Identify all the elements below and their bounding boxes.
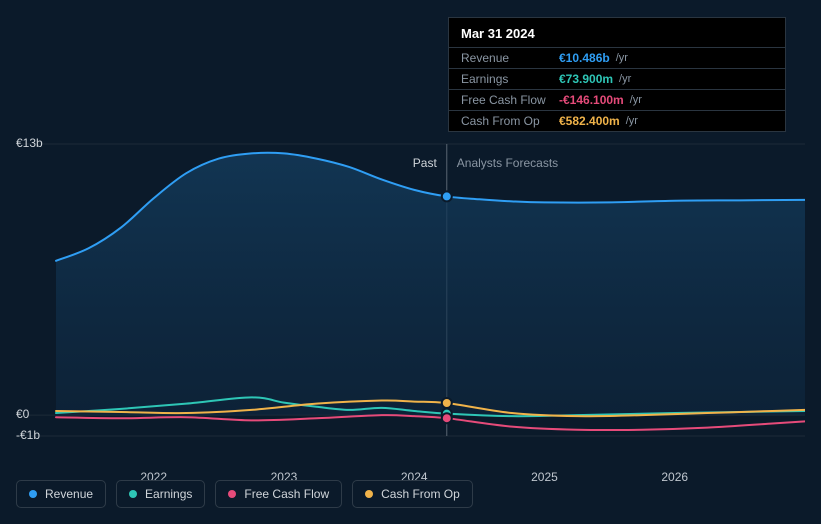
y-axis-tick: €0 <box>16 407 29 421</box>
legend-dot-cfo <box>365 490 373 498</box>
tooltip-label: Revenue <box>461 51 559 65</box>
legend-dot-fcf <box>228 490 236 498</box>
legend-label: Free Cash Flow <box>244 487 329 501</box>
y-axis-tick: €13b <box>16 136 43 150</box>
tooltip-value: €582.400m <box>559 114 620 128</box>
tooltip-row-cfo: Cash From Op €582.400m /yr <box>449 110 785 131</box>
tooltip-row-revenue: Revenue €10.486b /yr <box>449 47 785 68</box>
legend-label: Cash From Op <box>381 487 460 501</box>
y-axis-tick: -€1b <box>16 428 40 442</box>
x-axis-tick: 2025 <box>531 470 558 484</box>
tooltip-suffix: /yr <box>630 94 642 106</box>
tooltip-value: -€146.100m <box>559 93 624 107</box>
forecast-label: Analysts Forecasts <box>457 156 558 170</box>
chart-container: Mar 31 2024 Revenue €10.486b /yr Earning… <box>0 0 821 524</box>
legend-label: Revenue <box>45 487 93 501</box>
tooltip-row-fcf: Free Cash Flow -€146.100m /yr <box>449 89 785 110</box>
tooltip-value: €73.900m <box>559 72 613 86</box>
past-label: Past <box>413 156 437 170</box>
chart-legend: Revenue Earnings Free Cash Flow Cash Fro… <box>16 480 473 508</box>
legend-item-fcf[interactable]: Free Cash Flow <box>215 480 342 508</box>
legend-dot-revenue <box>29 490 37 498</box>
x-axis-tick: 2026 <box>661 470 688 484</box>
legend-label: Earnings <box>145 487 192 501</box>
tooltip-label: Free Cash Flow <box>461 93 559 107</box>
tooltip-row-earnings: Earnings €73.900m /yr <box>449 68 785 89</box>
tooltip-value: €10.486b <box>559 51 610 65</box>
chart-tooltip: Mar 31 2024 Revenue €10.486b /yr Earning… <box>448 17 786 132</box>
tooltip-label: Earnings <box>461 72 559 86</box>
tooltip-suffix: /yr <box>619 73 631 85</box>
tooltip-suffix: /yr <box>616 52 628 64</box>
legend-item-earnings[interactable]: Earnings <box>116 480 205 508</box>
tooltip-title: Mar 31 2024 <box>449 18 785 47</box>
legend-item-revenue[interactable]: Revenue <box>16 480 106 508</box>
legend-item-cfo[interactable]: Cash From Op <box>352 480 473 508</box>
legend-dot-earnings <box>129 490 137 498</box>
tooltip-suffix: /yr <box>626 115 638 127</box>
tooltip-label: Cash From Op <box>461 114 559 128</box>
